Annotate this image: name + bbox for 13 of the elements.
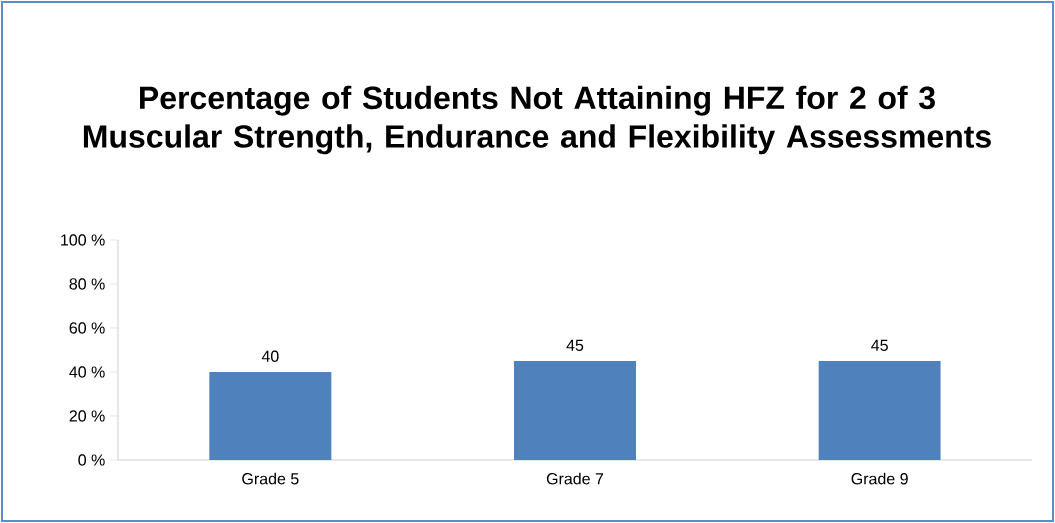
y-tick-label: 60 % <box>69 322 105 334</box>
data-label: 45 <box>871 339 888 351</box>
x-tick-label: Grade 9 <box>851 472 908 485</box>
y-tick-label: 0 % <box>78 454 105 466</box>
chart-title: Percentage of Students Not Attaining HFZ for 2 of 3 Muscular Strength, Endurance and Flexibility Assessments <box>83 85 991 155</box>
y-tick-label: 100 % <box>61 234 105 246</box>
x-tick-label: Grade 7 <box>546 472 604 485</box>
x-tick-label: Grade 5 <box>242 472 299 485</box>
data-label: 40 <box>261 350 279 362</box>
data-label: 45 <box>566 339 584 351</box>
y-tick-label: 20 % <box>69 410 105 422</box>
y-tick-label: 40 % <box>69 366 105 378</box>
y-tick-label: 80 % <box>69 278 105 290</box>
